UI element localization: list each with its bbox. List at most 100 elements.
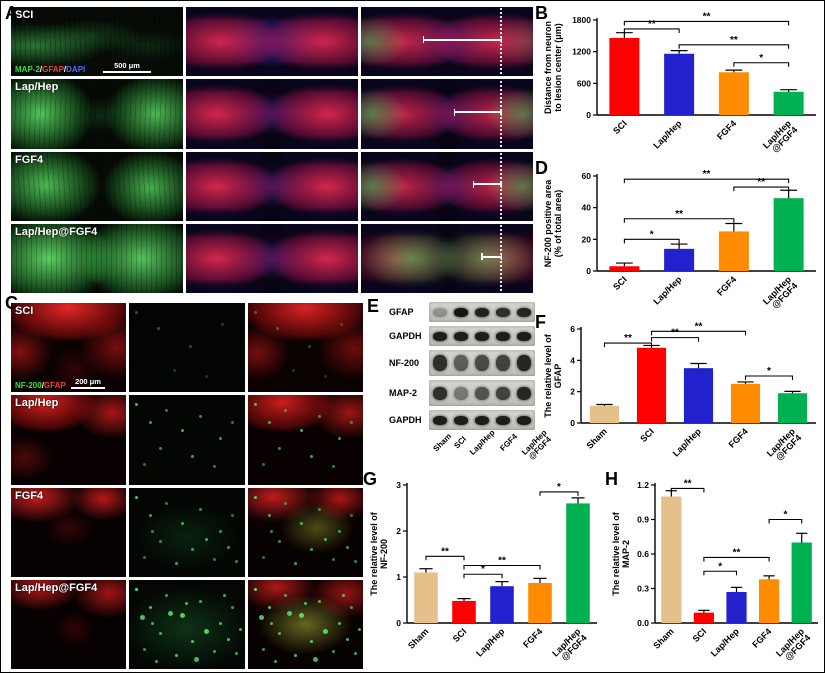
blot-strip bbox=[429, 326, 535, 346]
micrograph-c-fgf4-merge bbox=[247, 487, 363, 577]
micrograph-a-laphep-gfap-dapi bbox=[186, 79, 358, 149]
x-category-label: FGF4 bbox=[715, 274, 738, 297]
panel-letter-a: A bbox=[5, 3, 18, 23]
row-label-fgf4: FGF4 bbox=[15, 489, 44, 502]
row-label-laphepfgf4: Lap/Hep@FGF4 bbox=[15, 225, 98, 238]
y-tick-label: 0 bbox=[570, 418, 575, 428]
panel-letter-e: E bbox=[367, 296, 380, 316]
blot-row: GFAP bbox=[389, 302, 535, 322]
micrograph-a-fgf4-map2: FGF4 bbox=[11, 151, 183, 221]
x-category-label: Lap/Hep@FGF4 bbox=[761, 118, 800, 157]
sig-bracket bbox=[733, 186, 790, 192]
x-category-label: Sham bbox=[585, 426, 609, 450]
panel-letter-c: C bbox=[5, 293, 18, 313]
bar bbox=[566, 503, 590, 623]
sig-bracket bbox=[623, 178, 790, 184]
blot-band bbox=[474, 355, 489, 371]
micrograph-c-laphep-nf200 bbox=[129, 395, 245, 485]
blot-band bbox=[517, 307, 532, 317]
chart-relative-gfap: 0 2 4 6 Sham SCI Lap/Hep FGF4 Lap/Hep@FGF4 ** ** **… bbox=[543, 317, 824, 469]
sig-bracket bbox=[768, 518, 803, 524]
x-category-label: Lap/Hep@FGF4 bbox=[765, 426, 804, 465]
panel-letter-f: F bbox=[535, 312, 546, 332]
sig-label: ** bbox=[703, 11, 711, 22]
blot-band bbox=[432, 386, 447, 400]
micrograph-a-sci-gfap-dapi bbox=[186, 7, 358, 77]
bar bbox=[664, 53, 695, 115]
y-axis-label: The relative level ofNF-200 bbox=[369, 511, 389, 596]
blot-strip bbox=[429, 302, 535, 322]
scale-bar-line bbox=[103, 70, 151, 74]
blot-band bbox=[496, 415, 511, 425]
scale-bar-line bbox=[71, 386, 105, 390]
western-blot-rows: GFAP GAPDH NF-200 MAP-2 GAPDH bbox=[389, 302, 535, 434]
blot-band bbox=[517, 415, 532, 425]
micrograph-a-laphepfgf4-map2: Lap/Hep@FGF4 bbox=[11, 223, 183, 293]
sig-bracket bbox=[650, 330, 747, 336]
stain-part: DAPI bbox=[66, 65, 86, 75]
blot-band bbox=[453, 415, 468, 425]
bar bbox=[718, 72, 749, 115]
y-tick-label: 20 bbox=[582, 234, 592, 244]
micrograph-c-sci-gfap: SCI NF-200/GFAP 200 μm bbox=[11, 303, 127, 393]
micrograph-c-fgf4-nf200 bbox=[129, 487, 245, 577]
blot-row: GAPDH bbox=[389, 410, 535, 430]
blot-protein-label: NF-200 bbox=[389, 358, 420, 368]
blot-protein-label: MAP-2 bbox=[389, 388, 418, 398]
bar bbox=[664, 248, 695, 271]
micrograph-c-laphep-gfap: Lap/Hep bbox=[11, 395, 127, 485]
bar bbox=[414, 572, 438, 623]
blot-band bbox=[474, 415, 489, 425]
distance-measure-line bbox=[422, 36, 503, 44]
bar bbox=[730, 383, 761, 423]
micrograph-a-sci-merge bbox=[361, 7, 533, 77]
micrograph-c-laphepfgf4-nf200 bbox=[129, 579, 245, 669]
western-blot-lane-labels: Sham SCI Lap/Hep FGF4 Lap/Hep @FGF4 bbox=[429, 428, 553, 474]
sig-label: ** bbox=[733, 547, 741, 558]
micrograph-a-laphep-merge bbox=[361, 79, 533, 149]
x-category-label: SCI bbox=[691, 626, 709, 644]
bar bbox=[589, 405, 620, 423]
blot-band bbox=[474, 331, 489, 341]
y-tick-label: 1200 bbox=[572, 47, 591, 57]
bar-chart-H: 0.0 0.3 0.6 0.9 1.2 Sham SCI Lap/Hep FGF4 Lap/Hep… bbox=[611, 478, 818, 665]
panel-letter-h: H bbox=[605, 469, 618, 489]
y-tick-label: 40 bbox=[582, 203, 592, 213]
x-category-label: Lap/Hep@FGF4 bbox=[774, 626, 813, 665]
micrograph-a-laphepfgf4-merge bbox=[361, 223, 533, 293]
blot-band bbox=[474, 307, 489, 317]
blot-band bbox=[496, 307, 511, 317]
sig-label: ** bbox=[624, 333, 632, 344]
y-tick-label: 2 bbox=[396, 526, 401, 536]
scale-bar-text: 500 μm bbox=[114, 60, 140, 70]
stain-part: GFAP bbox=[43, 381, 66, 391]
sig-label: ** bbox=[730, 35, 738, 46]
y-tick-label: 60 bbox=[582, 171, 592, 181]
blot-band bbox=[453, 386, 468, 400]
y-axis-label: The relative level ofMAP-2 bbox=[611, 511, 631, 596]
blot-band bbox=[432, 307, 447, 317]
y-axis-label: The relative level ofGFAP bbox=[543, 333, 563, 418]
y-tick-label: 0.9 bbox=[637, 515, 649, 525]
micrograph-c-sci-nf200 bbox=[129, 303, 245, 393]
stain-part: / bbox=[63, 65, 67, 75]
y-tick-label: 1.2 bbox=[637, 480, 649, 490]
y-tick-label: 0.6 bbox=[637, 549, 649, 559]
panel-a-micrograph-grid: SCI MAP-2/GFAP/DAPI 500 μm Lap/Hep FGF4 … bbox=[11, 7, 533, 293]
x-category-label: Lap/Hep bbox=[651, 274, 684, 307]
bar bbox=[661, 496, 682, 623]
bar bbox=[452, 600, 476, 623]
micrograph-a-sci-map2: SCI MAP-2/GFAP/DAPI 500 μm bbox=[11, 7, 183, 77]
bar bbox=[791, 542, 812, 623]
x-category-label: Lap/Hep bbox=[671, 426, 704, 459]
sig-bracket bbox=[463, 564, 541, 570]
bar bbox=[636, 347, 667, 423]
y-tick-label: 4 bbox=[570, 355, 575, 365]
blot-band bbox=[496, 386, 511, 400]
blot-band bbox=[453, 307, 468, 317]
chart-distance-from-neuron: 0 600 1200 1800 SCI Lap/Hep FGF4 Lap/Hep@FGF4 **… bbox=[543, 7, 824, 157]
x-category-label: Lap/Hep@FGF4 bbox=[550, 626, 589, 665]
sig-label: ** bbox=[648, 19, 656, 30]
